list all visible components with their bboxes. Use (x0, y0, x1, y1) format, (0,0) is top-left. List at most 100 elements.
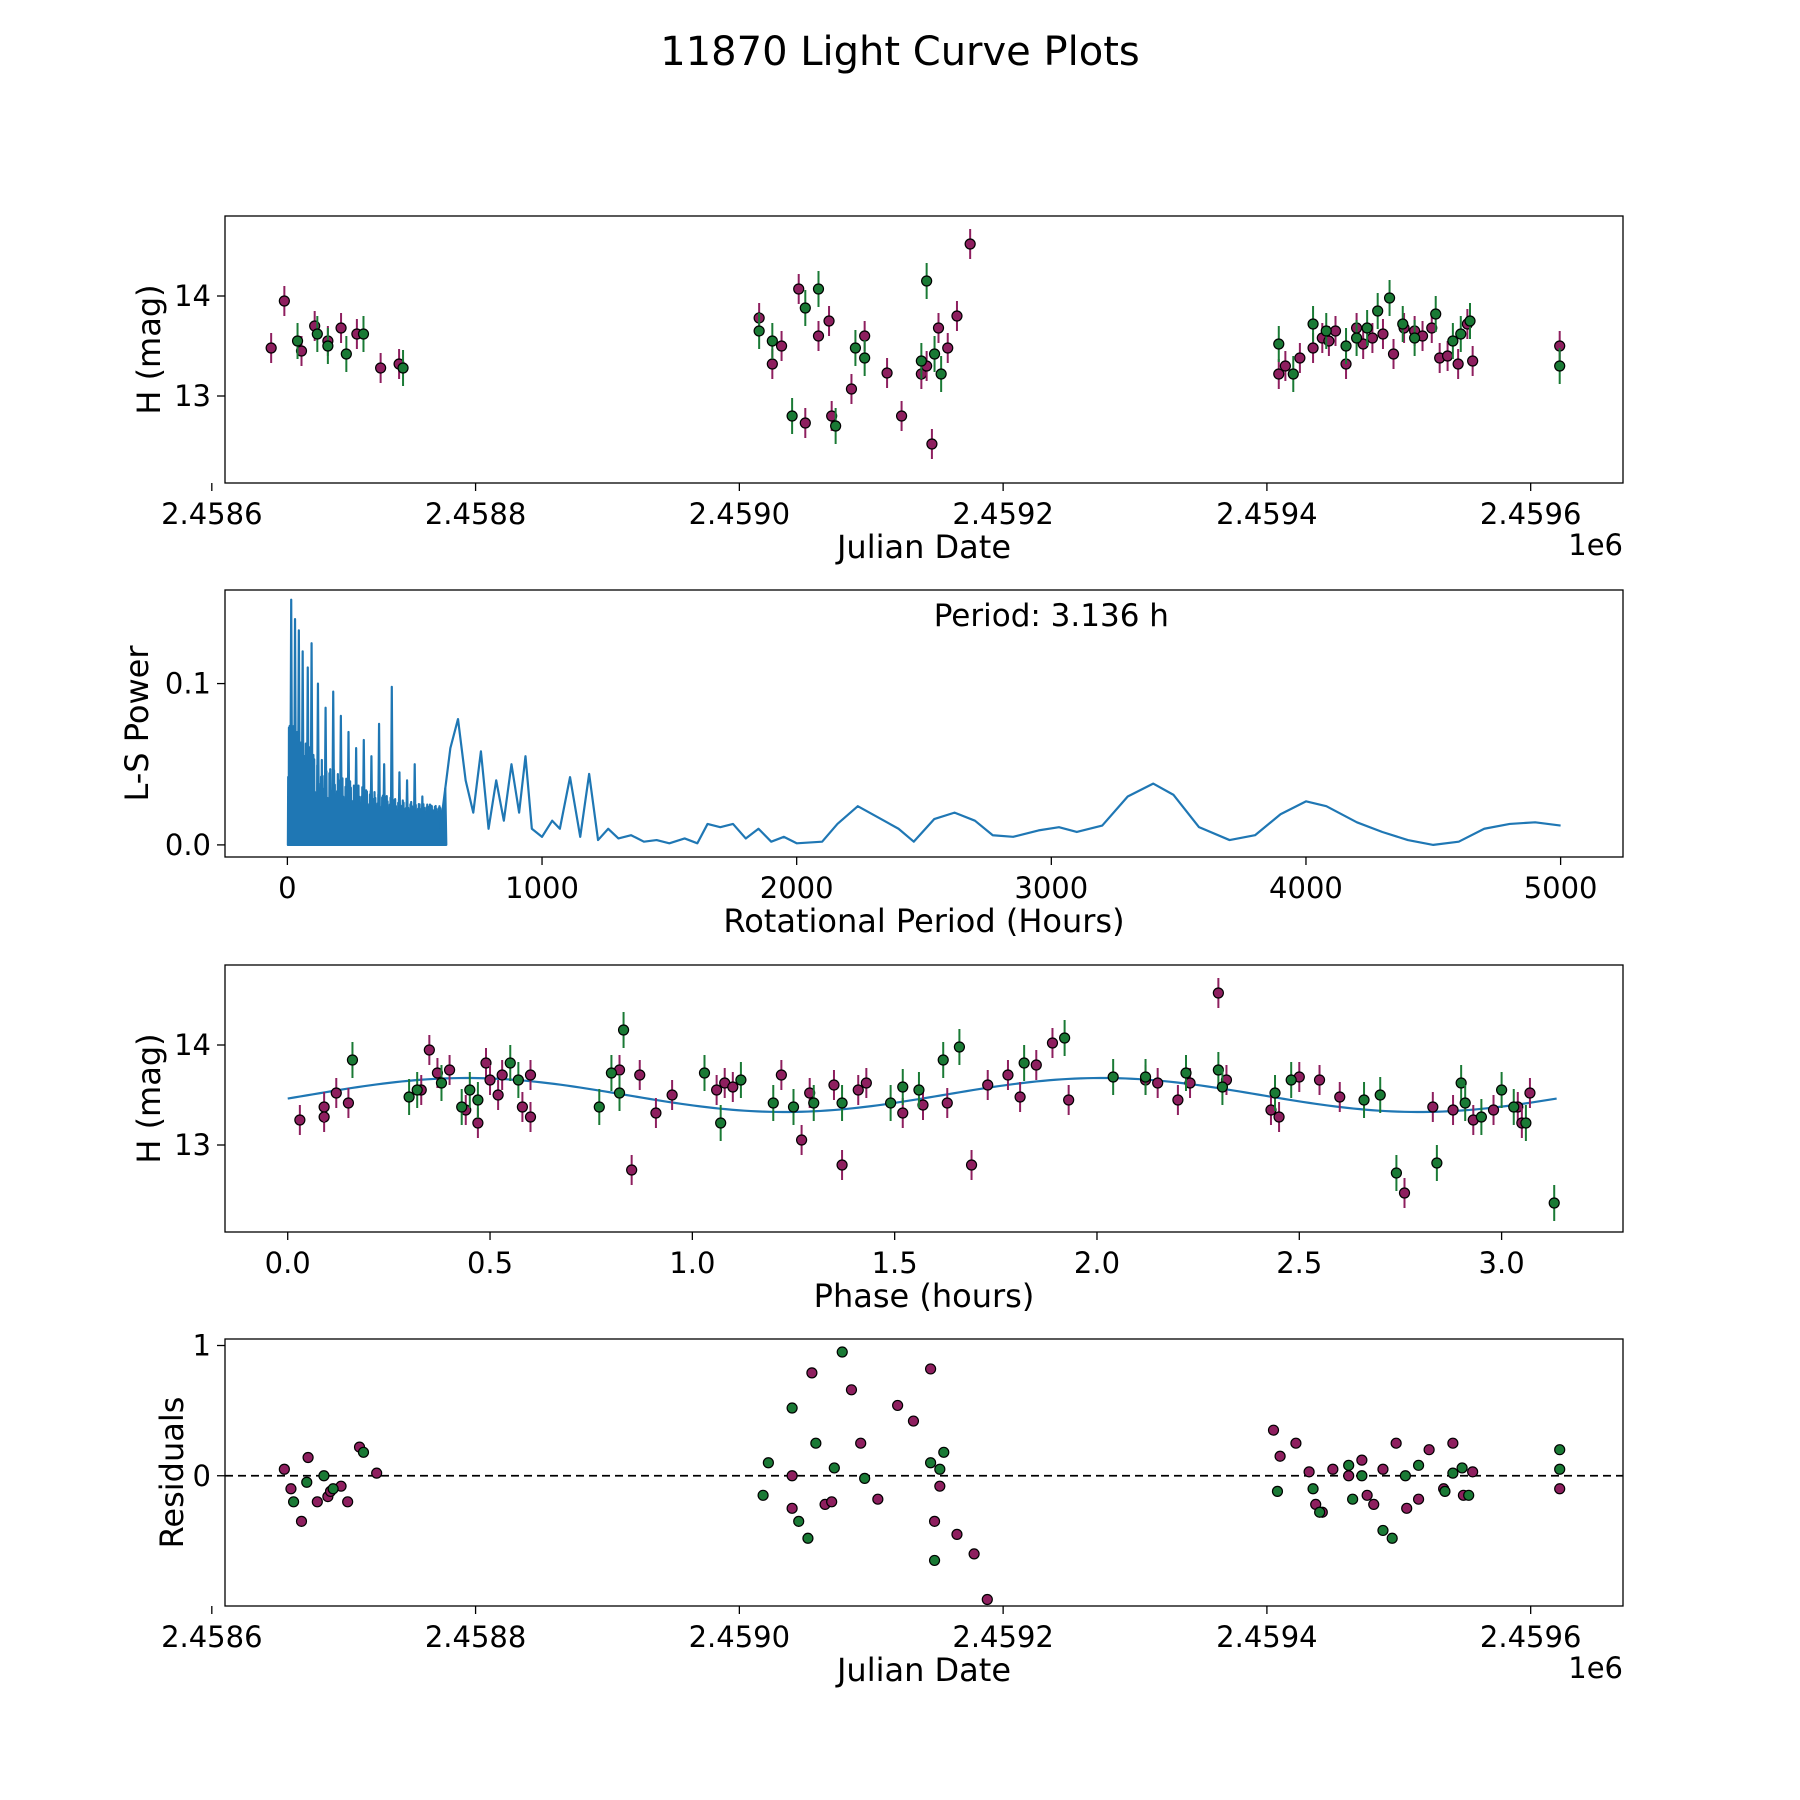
data-point-magenta (823, 315, 835, 327)
x-tick-label: 4000 (1269, 871, 1343, 905)
data-point-magenta (828, 1079, 840, 1091)
data-point-magenta (318, 1101, 330, 1113)
data-point-magenta (1294, 352, 1306, 364)
figure-title: 11870 Light Curve Plots (660, 29, 1139, 75)
data-point-magenta (484, 1074, 496, 1086)
data-point-green (512, 1074, 524, 1086)
data-point-green (885, 1097, 897, 1109)
x-tick-label: 5000 (1524, 871, 1598, 905)
data-point-green (1463, 1489, 1475, 1501)
data-point-magenta (285, 1483, 297, 1495)
data-point-magenta (775, 340, 788, 352)
data-point-green (411, 1084, 423, 1096)
data-point-green (1347, 1493, 1359, 1505)
data-point-green (1018, 1057, 1030, 1069)
data-point-magenta (1368, 1498, 1380, 1511)
data-point-magenta (786, 1470, 798, 1482)
data-point-green (403, 1091, 415, 1103)
data-point-green (767, 1097, 779, 1109)
data-point-green (1554, 1463, 1566, 1475)
data-point-magenta (1303, 1466, 1315, 1478)
x-tick-label: 3.0 (1479, 1246, 1525, 1280)
data-point-green (859, 1472, 871, 1484)
data-point-green (435, 1077, 448, 1089)
axes-frame (224, 964, 1624, 1233)
data-point-green (617, 1024, 630, 1036)
data-point-green (802, 1532, 814, 1544)
data-point-green (1314, 1506, 1326, 1518)
axes-frame (224, 1338, 1624, 1607)
data-point-green (1059, 1032, 1071, 1044)
panel-lightcurve: 2.4586 2.4588 2.4590 2.4592 2.4594 2.4596 13 14… (130, 215, 1624, 566)
x-tick-label: 0.0 (265, 1246, 311, 1280)
data-point-green (464, 1084, 476, 1096)
x-tick-label: 2.4590 (689, 497, 790, 531)
data-point-green (1307, 318, 1319, 330)
data-point-magenta (795, 1134, 808, 1146)
data-point-green (921, 275, 933, 287)
data-point-green (938, 1446, 950, 1458)
data-point-magenta (1329, 325, 1342, 337)
data-point-green (849, 342, 862, 354)
data-point-green (1447, 1467, 1459, 1479)
data-point-magenta (1267, 1424, 1280, 1436)
data-point-green (762, 1457, 774, 1469)
data-point-magenta (472, 1117, 484, 1129)
x-axis-label: Julian Date (835, 528, 1011, 566)
plot-area (287, 978, 1560, 1221)
data-point-green (1343, 1459, 1355, 1471)
data-point-magenta (826, 410, 838, 422)
data-point-magenta (1334, 1091, 1346, 1103)
data-point-magenta (1401, 1502, 1413, 1514)
y-axis-label: H (mag) (130, 1033, 168, 1163)
data-point-magenta (311, 1496, 323, 1508)
data-point-magenta (626, 1164, 638, 1176)
data-point-magenta (650, 1107, 662, 1119)
data-point-magenta (265, 342, 277, 354)
data-point-magenta (634, 1069, 646, 1081)
data-point-green (828, 1462, 840, 1474)
data-point-magenta (812, 330, 825, 342)
data-point-magenta (1046, 1037, 1059, 1049)
data-point-green (613, 1087, 626, 1099)
x-offset-label: 1e6 (1568, 1651, 1623, 1685)
data-point-magenta (1447, 1437, 1459, 1449)
data-point-green (340, 348, 352, 360)
data-point-magenta (1487, 1104, 1500, 1116)
data-point-green (1447, 335, 1459, 347)
data-point-magenta (727, 1081, 739, 1093)
periodogram-line (439, 717, 1561, 846)
data-point-green (1455, 328, 1467, 340)
x-tick-label: 0.5 (467, 1246, 513, 1280)
data-point-green (291, 335, 304, 347)
data-point-magenta (1172, 1094, 1184, 1106)
data-point-magenta (1152, 1077, 1164, 1089)
data-point-magenta (1290, 1437, 1302, 1449)
y-tick-label: 0.1 (165, 667, 211, 701)
data-point-green (1340, 340, 1352, 352)
data-point-magenta (806, 1367, 818, 1379)
data-point-magenta (881, 367, 893, 379)
data-point-green (1180, 1067, 1192, 1079)
data-point-magenta (872, 1493, 884, 1505)
data-point-green (311, 328, 323, 340)
data-point-magenta (278, 1463, 290, 1475)
x-axis-label: Rotational Period (Hours) (723, 902, 1124, 940)
data-point-magenta (1366, 332, 1379, 344)
x-axis-label: Julian Date (835, 1651, 1011, 1689)
data-point-green (793, 1515, 805, 1527)
data-point-magenta (375, 362, 387, 374)
y-tick-label: 0 (193, 1459, 211, 1493)
data-point-magenta (295, 345, 308, 357)
data-point-magenta (786, 1502, 798, 1514)
data-point-green (1520, 1117, 1532, 1129)
data-point-magenta (942, 342, 954, 354)
data-point-magenta (524, 1069, 537, 1081)
data-point-magenta (1361, 1489, 1373, 1501)
data-point-green (1508, 1101, 1520, 1113)
x-tick-label: 2.4586 (161, 497, 262, 531)
y-tick-label: 14 (174, 1028, 211, 1062)
data-point-green (1269, 1087, 1281, 1099)
data-point-green (1455, 1077, 1467, 1089)
